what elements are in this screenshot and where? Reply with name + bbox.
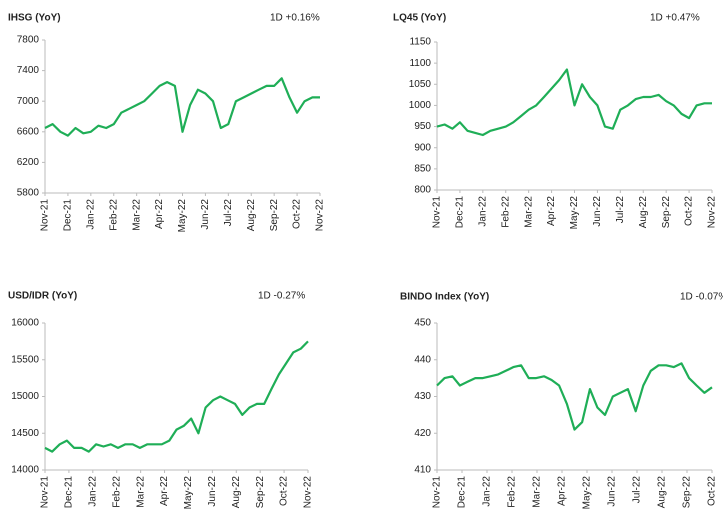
x-tick-label: Nov-22 [303,476,314,509]
x-tick-label: Mar-22 [532,476,543,508]
chart-title: BINDO Index (YoY) [400,292,489,303]
y-tick-label: 15000 [11,391,39,402]
y-tick-label: 1000 [409,100,432,111]
line [436,362,713,431]
line [44,340,309,453]
x-tick-label: Oct-22 [707,476,718,506]
x-tick-label: Feb-22 [111,476,122,508]
x-tick-label: Jan-22 [482,476,493,507]
x-tick-label: Nov-21 [40,476,51,509]
x-tick-label: Jul-22 [223,199,234,227]
x-tick-label: May-22 [183,476,194,510]
y-tick-label: 900 [414,142,431,153]
x-tick-label: Sep-22 [255,476,266,509]
x-tick-label: Dec-21 [457,476,468,509]
chart-title: USD/IDR (YoY) [8,291,77,302]
y-tick-label: 14000 [11,465,39,476]
x-tick-label: Dec-21 [455,196,466,229]
x-tick-label: Jun-22 [592,196,603,227]
x-tick-label: Nov-21 [432,476,443,509]
y-tick-label: 950 [414,121,431,132]
chart-title: LQ45 (YoY) [393,13,446,24]
x-tick-label: Apr-22 [159,476,170,506]
x-tick-label: Mar-22 [523,196,534,228]
x-tick-label: Feb-22 [108,199,119,231]
y-tick-label: 1150 [409,37,431,48]
y-tick-label: 7800 [17,35,40,46]
x-tick-label: Jul-22 [632,476,643,504]
x-tick-label: May-22 [582,476,593,510]
y-tick-label: 6600 [17,126,40,137]
y-tick-label: 410 [414,465,431,476]
x-tick-label: Aug-22 [246,199,257,232]
x-tick-label: Dec-21 [64,476,75,509]
x-tick-label: Nov-21 [432,196,443,229]
y-tick-label: 7000 [17,96,40,107]
annotation: 1D -0.07% [680,292,723,303]
x-tick-label: Aug-22 [231,476,242,509]
x-tick-label: Jan-22 [87,476,98,507]
line [44,77,320,137]
x-tick-label: Jan-22 [85,199,96,230]
x-tick-label: Apr-22 [154,199,165,229]
x-tick-label: Jul-22 [615,196,626,224]
x-tick-label: Apr-22 [546,196,557,226]
y-tick-label: 800 [414,185,431,196]
x-tick-label: Jan-22 [477,196,488,227]
annotation: 1D +0.47% [650,13,700,24]
y-tick-label: 7400 [17,65,40,76]
x-tick-label: Jun-22 [200,199,211,230]
chart-title: IHSG (YoY) [8,13,61,24]
x-tick-label: Aug-22 [657,476,668,509]
annotation: 1D -0.27% [258,291,305,302]
x-tick-label: Oct-22 [684,196,695,226]
x-tick-label: Mar-22 [131,199,142,231]
y-tick-label: 16000 [11,318,39,329]
x-tick-label: Nov-22 [707,196,718,229]
x-tick-label: Oct-22 [279,476,290,506]
x-tick-label: Nov-22 [315,199,326,232]
x-tick-label: Sep-22 [661,196,672,229]
y-tick-label: 850 [414,163,431,174]
x-tick-label: Nov-21 [40,199,51,232]
y-tick-label: 1050 [409,79,432,90]
x-tick-label: Sep-22 [682,476,693,509]
annotation: 1D +0.16% [270,13,320,24]
y-tick-label: 14500 [11,428,39,439]
x-tick-label: May-22 [569,196,580,230]
y-tick-label: 1100 [409,58,431,69]
x-tick-label: Feb-22 [500,196,511,228]
x-tick-label: Jun-22 [607,476,618,507]
x-tick-label: Oct-22 [292,199,303,229]
y-tick-label: 5800 [17,188,40,199]
y-tick-label: 450 [414,318,431,329]
x-tick-label: May-22 [177,199,188,233]
y-tick-label: 440 [414,354,431,365]
x-tick-label: Feb-22 [507,476,518,508]
y-tick-label: 420 [414,428,431,439]
x-tick-label: Apr-22 [557,476,568,506]
x-tick-label: Jun-22 [207,476,218,507]
x-tick-label: Sep-22 [269,199,280,232]
x-tick-label: Aug-22 [638,196,649,229]
x-tick-label: Dec-21 [63,199,74,232]
line [436,68,712,137]
y-tick-label: 6200 [17,157,40,168]
x-tick-label: Mar-22 [135,476,146,508]
y-tick-label: 15500 [11,354,39,365]
y-tick-label: 430 [414,391,431,402]
